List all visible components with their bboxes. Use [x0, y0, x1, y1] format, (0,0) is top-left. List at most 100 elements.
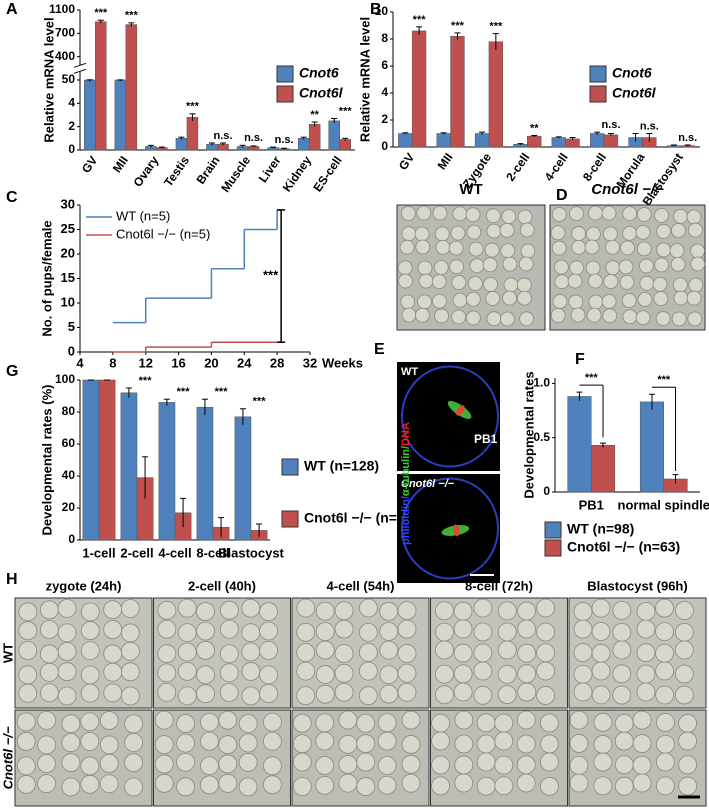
embryo	[334, 619, 354, 639]
embryo	[473, 622, 493, 642]
bar	[234, 416, 252, 541]
x-tick-label: 8-cell	[580, 151, 609, 184]
embryo	[639, 258, 654, 274]
embryo	[397, 260, 413, 276]
embryo	[451, 309, 467, 325]
embryo	[401, 773, 421, 793]
embryo	[569, 734, 589, 753]
embryo	[435, 640, 454, 660]
embryo	[315, 640, 335, 660]
embryo	[177, 623, 197, 643]
embryo	[584, 239, 600, 255]
embryo	[466, 224, 482, 240]
embryo	[484, 242, 500, 258]
embryo	[518, 256, 534, 272]
bar	[120, 392, 138, 541]
bar	[591, 445, 616, 493]
micrograph	[397, 362, 500, 471]
embryo	[334, 682, 354, 702]
embryo	[80, 665, 100, 685]
embryo	[435, 601, 454, 621]
embryo	[431, 274, 447, 290]
micrograph-title: WT	[459, 181, 482, 198]
embryo	[569, 206, 584, 221]
x-tick-label: 8-cell	[196, 545, 229, 560]
embryo	[635, 224, 651, 240]
embryo	[196, 640, 215, 660]
embryo	[449, 259, 465, 275]
embryo	[80, 602, 100, 622]
y-tick-label: 0.5	[533, 430, 550, 444]
embryo	[80, 621, 100, 640]
embryo	[614, 776, 634, 796]
embryo	[453, 601, 473, 621]
bar	[450, 36, 465, 148]
embryo	[573, 602, 593, 621]
panel-label: A	[6, 1, 18, 18]
embryo	[612, 623, 632, 642]
bar	[175, 138, 188, 151]
embryo	[16, 775, 36, 794]
embryo	[39, 683, 59, 703]
embryo	[540, 734, 559, 754]
embryo	[568, 294, 584, 310]
embryo	[379, 684, 399, 704]
embryo	[686, 209, 702, 225]
x-tick-label: Blastocyst	[218, 545, 284, 560]
embryo	[517, 290, 532, 306]
embryo	[431, 731, 450, 751]
embryo	[18, 683, 38, 703]
embryo	[37, 735, 57, 755]
x-axis-title: Weeks	[322, 355, 363, 370]
embryo	[502, 290, 517, 306]
embryo	[18, 621, 38, 641]
y-tick-label: 1100	[49, 2, 75, 16]
embryo	[517, 601, 537, 621]
embryo	[57, 662, 77, 682]
y-tick-label: 4	[68, 96, 75, 110]
y-tick-label: 0	[381, 139, 388, 153]
y-axis-title: Relative mRNA level	[357, 17, 372, 142]
embryo	[602, 226, 618, 242]
embryo	[473, 598, 493, 618]
embryo	[157, 600, 177, 620]
y-axis-title: Developmental rates	[521, 371, 536, 498]
panel-label: C	[6, 189, 18, 206]
embryo	[612, 600, 632, 620]
embryo	[219, 663, 239, 683]
y-tick-label: 50	[62, 72, 76, 86]
embryo	[591, 661, 611, 681]
x-tick-label: Liver	[256, 153, 284, 185]
embryo	[612, 685, 632, 705]
embryo	[103, 662, 123, 682]
embryo	[591, 598, 611, 618]
embryo	[154, 710, 174, 730]
embryo	[485, 208, 501, 224]
embryo	[415, 239, 431, 255]
embryo	[196, 684, 215, 704]
significance-label: ***	[125, 10, 139, 22]
embryo	[473, 685, 493, 705]
embryo	[620, 240, 635, 256]
embryo	[263, 731, 282, 751]
y-tick-label: 8	[381, 31, 388, 45]
x-tick-label: 1-cell	[82, 545, 115, 560]
embryo	[259, 684, 279, 703]
legend-label: Cnot6	[612, 65, 652, 81]
bar	[527, 135, 542, 148]
embryo	[435, 622, 454, 642]
embryo	[636, 643, 656, 663]
embryo	[377, 713, 397, 733]
embryo	[432, 205, 448, 221]
embryo	[614, 755, 634, 775]
embryo	[57, 686, 77, 706]
embryo	[259, 621, 278, 641]
stain-name: philoidin/	[400, 496, 412, 545]
stain-name: α-tubulin/	[400, 446, 412, 496]
embryo	[431, 755, 450, 775]
embryo	[655, 598, 674, 618]
embryo	[432, 293, 447, 309]
embryo	[80, 683, 100, 703]
embryo	[536, 622, 556, 642]
